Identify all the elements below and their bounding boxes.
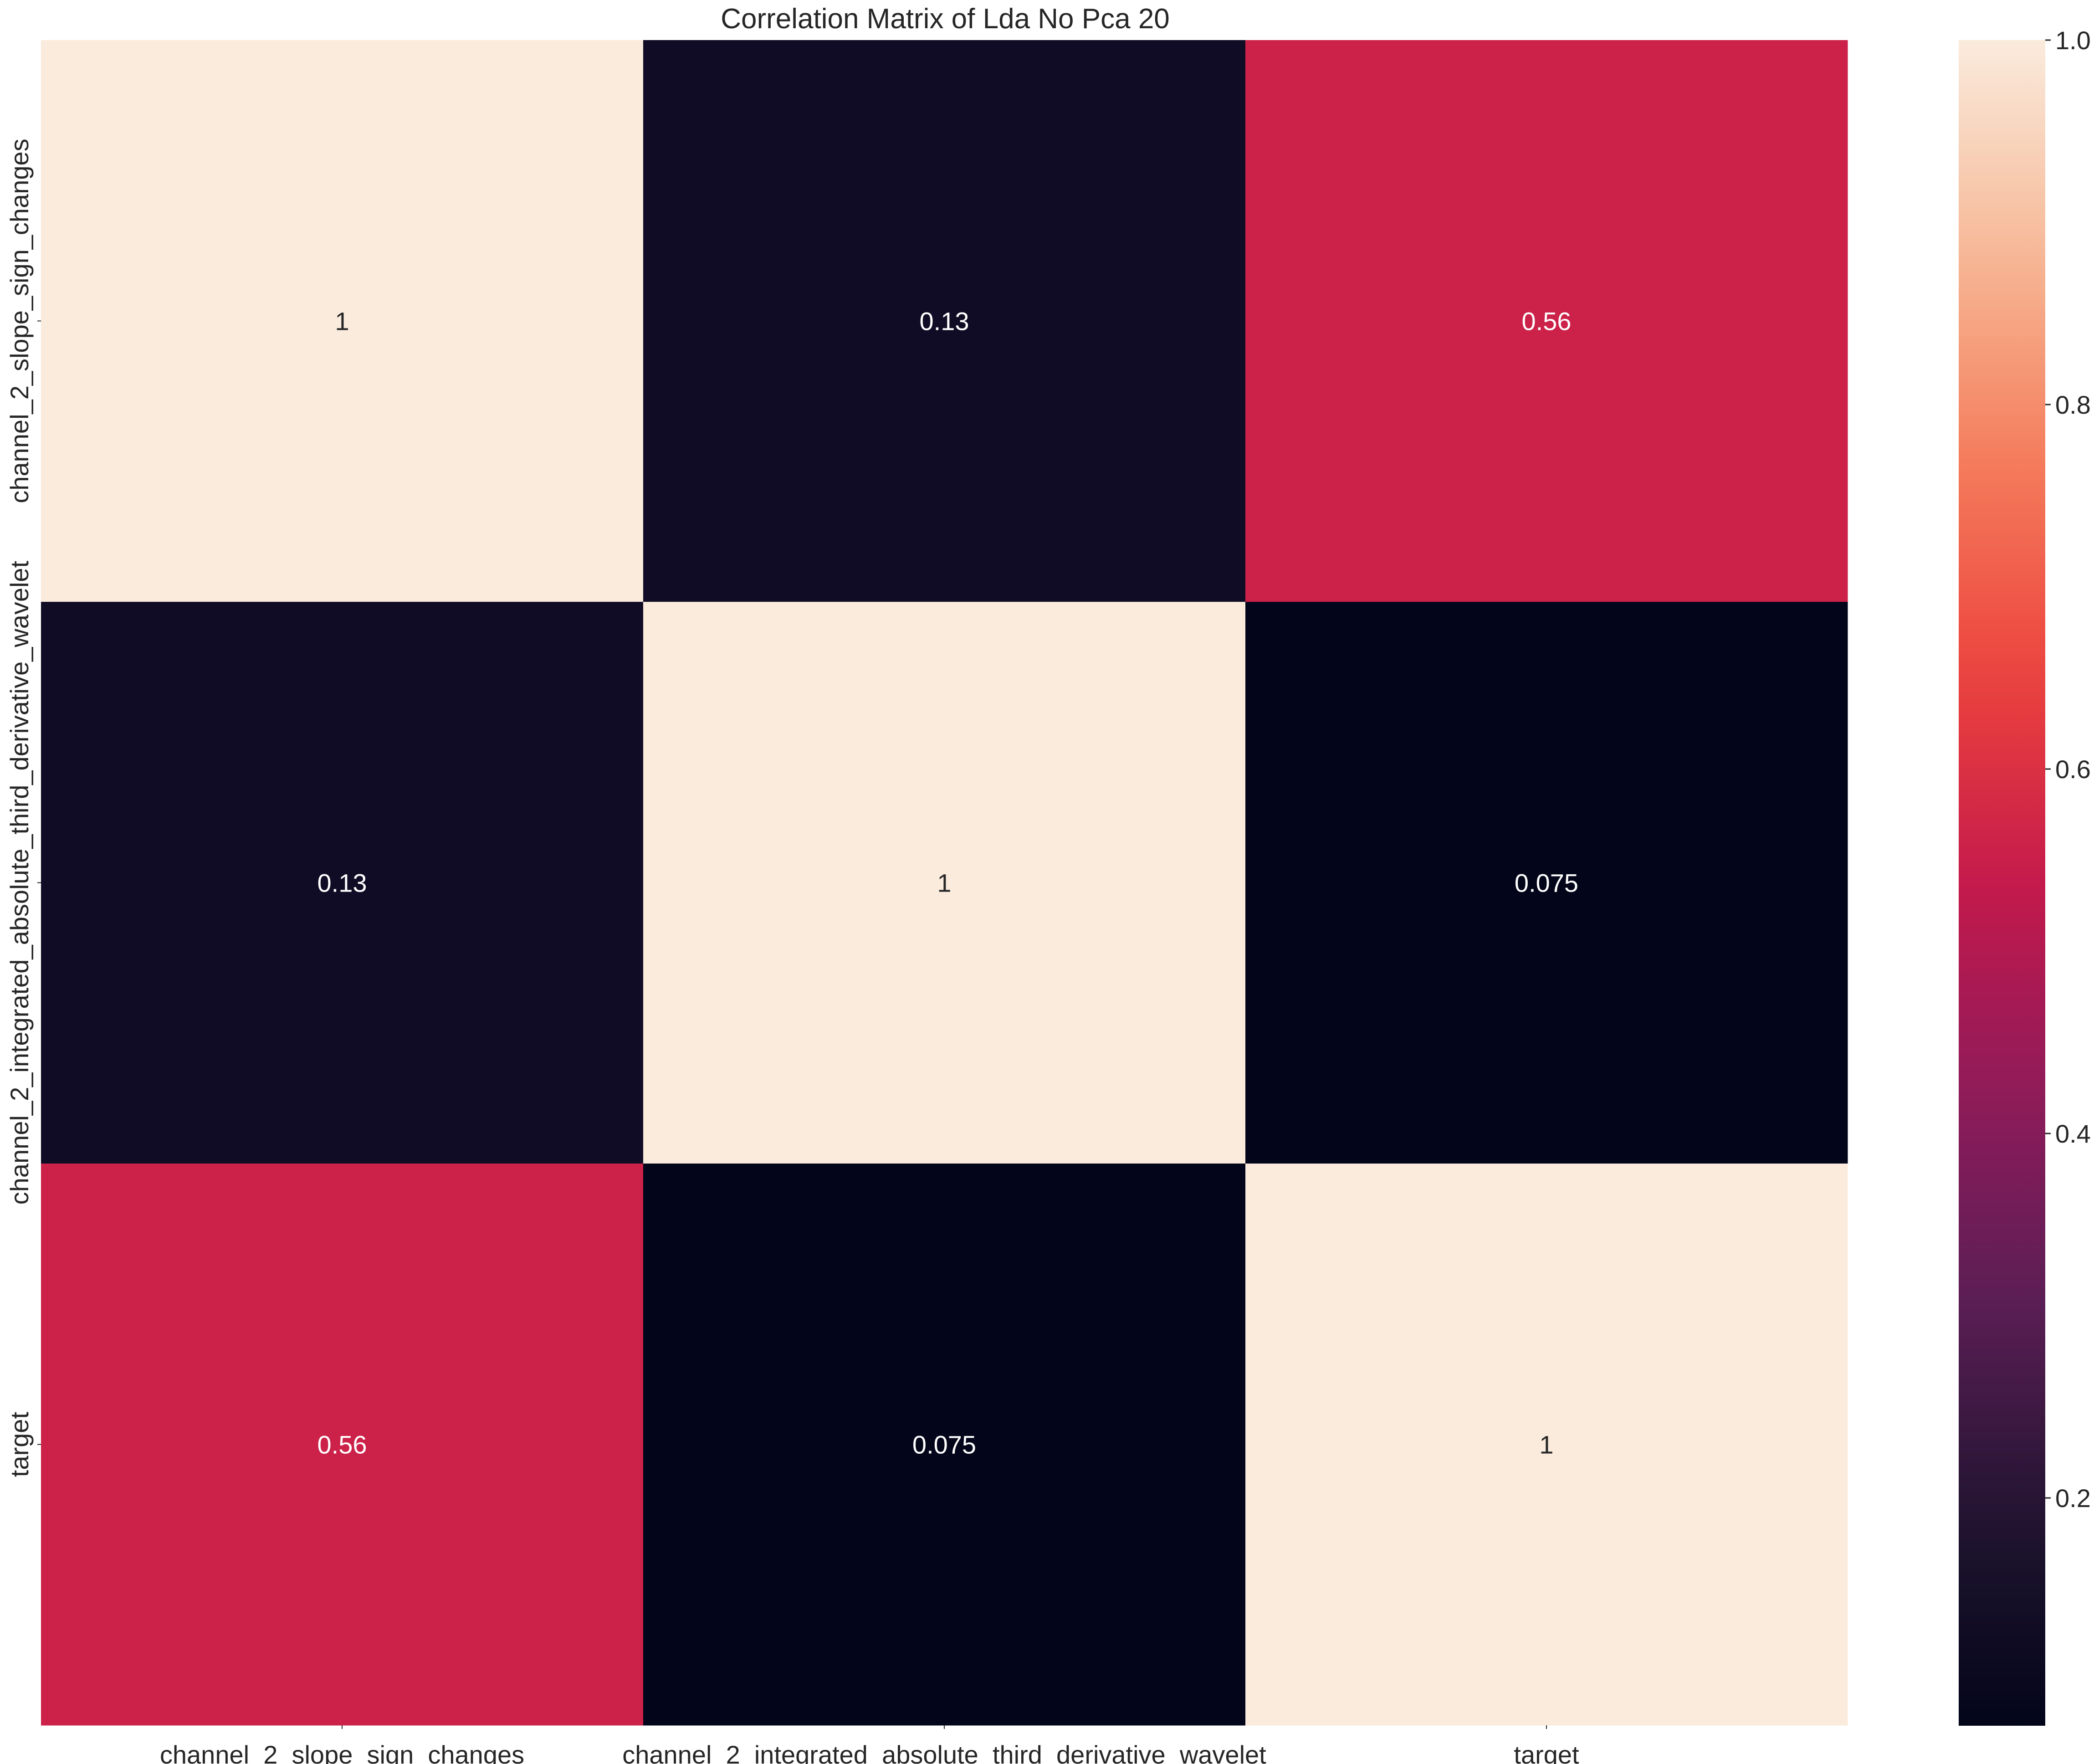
x-tick-label: target <box>1514 1740 1579 1764</box>
colorbar-tick-label: 0.8 <box>2055 390 2091 419</box>
y-tick-label: channel_2_integrated_absolute_third_deri… <box>5 560 34 1205</box>
heatmap-cell <box>1245 40 1848 602</box>
heatmap-cell <box>643 602 1246 1164</box>
colorbar-tick-label: 0.4 <box>2055 1119 2091 1148</box>
heatmap-cell <box>643 40 1246 602</box>
cell-annotation: 0.56 <box>317 1431 367 1459</box>
x-tick-label: channel_2_slope_sign_changes <box>160 1740 524 1764</box>
x-tick-label: channel_2_integrated_absolute_third_deri… <box>622 1740 1266 1764</box>
cell-annotation: 1 <box>335 307 349 336</box>
heatmap-annotations: 1 0.13 0.56 0.13 1 0.075 0.56 0.075 1 <box>317 307 1579 1459</box>
cell-annotation: 0.13 <box>920 307 969 336</box>
colorbar-ticks: 0.2 0.4 0.6 0.8 1.0 <box>2045 26 2091 1513</box>
chart-title: Correlation Matrix of Lda No Pca 20 <box>721 3 1170 35</box>
cell-annotation: 1 <box>1539 1431 1553 1459</box>
colorbar-tick-label: 0.6 <box>2055 755 2091 784</box>
y-axis-tick-labels: channel_2_slope_sign_changes channel_2_in… <box>5 138 41 1477</box>
heatmap-cell <box>41 1164 644 1726</box>
colorbar-tick-label: 1.0 <box>2055 26 2091 55</box>
heatmap-cell <box>41 40 644 602</box>
heatmap-cell <box>1245 1164 1848 1726</box>
heatmap-cell <box>643 1164 1246 1726</box>
cell-annotation: 0.56 <box>1522 307 1572 336</box>
heatmap-cell <box>1245 602 1848 1164</box>
heatmap-cell <box>41 602 644 1164</box>
colorbar <box>1959 40 2045 1726</box>
cell-annotation: 0.075 <box>912 1431 976 1459</box>
y-tick-label: target <box>5 1411 34 1477</box>
heatmap-cells <box>41 40 1848 1726</box>
cell-annotation: 1 <box>937 869 951 897</box>
cell-annotation: 0.13 <box>317 869 367 897</box>
x-axis-tick-labels: channel_2_slope_sign_changes channel_2_in… <box>160 1725 1579 1764</box>
y-tick-label: channel_2_slope_sign_changes <box>5 138 34 503</box>
colorbar-tick-label: 0.2 <box>2055 1484 2091 1513</box>
cell-annotation: 0.075 <box>1515 869 1578 897</box>
